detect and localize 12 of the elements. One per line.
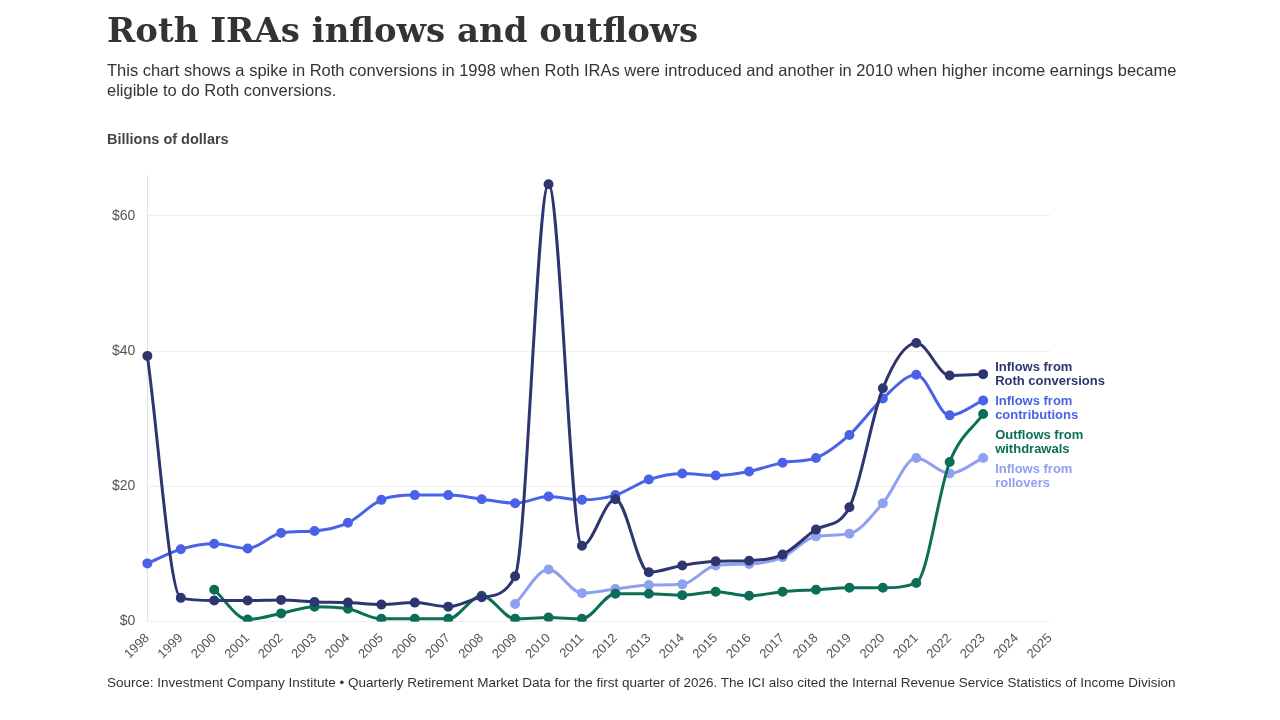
y-tick-label: $20 <box>112 477 136 494</box>
series-label: Inflows from contributions <box>995 392 1079 422</box>
chart-subtitle: This chart shows a spike in Roth conversions in 1998 when Roth IRAs were introduced and another in 2010 when higher income earnings became eligible to do Roth conversions. <box>107 60 1178 100</box>
series-label: Outflows from withdrawals <box>994 426 1084 456</box>
series-label: Inflows from rollovers <box>995 460 1073 490</box>
series-label: Inflows from Roth conversions <box>995 358 1105 388</box>
chart-title: Roth IRAs inflows and outflows <box>107 10 699 50</box>
source-note: Source: Investment Company Institute • Quarterly Retirement Market Data for the first quarter of 2026. The ICI also cited the Internal Revenue Service Statistics of Income Division <box>107 674 1177 692</box>
y-axis-title: Billions of dollars <box>107 131 229 147</box>
y-tick-label: $0 <box>119 612 136 629</box>
y-tick-label: $40 <box>112 342 136 358</box>
y-tick-label: $60 <box>112 206 136 223</box>
